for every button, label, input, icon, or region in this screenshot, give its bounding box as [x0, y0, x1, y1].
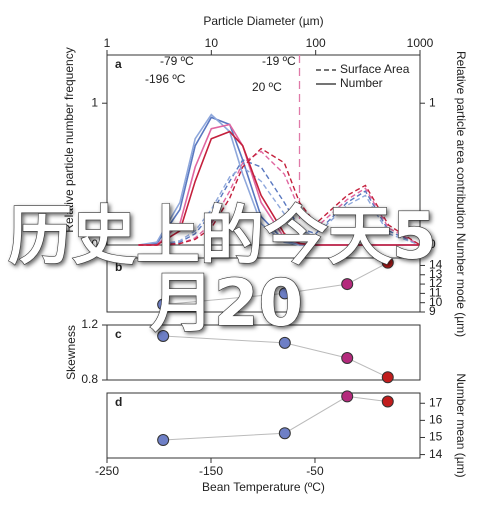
y-tick-label: 11	[429, 286, 442, 300]
legend-label: Number	[340, 76, 383, 90]
y-tick-label: 0.8	[81, 372, 98, 386]
series-label: -19 ºC	[262, 54, 296, 68]
trend-line	[163, 262, 389, 306]
x-tick-label: -150	[199, 464, 223, 478]
point	[381, 256, 394, 269]
y-axis-title: Number mean (µm)	[454, 373, 468, 477]
series-label: -79 ºC	[160, 54, 194, 68]
panel-frame	[106, 324, 421, 381]
surface-area-line	[138, 159, 421, 246]
y-tick-label: 16	[429, 413, 443, 427]
trend-line	[163, 335, 389, 378]
y-axis-title: Relative particle number frequency	[62, 47, 76, 232]
point	[157, 330, 170, 342]
point	[157, 298, 170, 311]
panel-label: a	[115, 57, 122, 71]
y-tick-label: 14	[429, 258, 443, 272]
surface-area-line	[138, 147, 421, 246]
number-line	[138, 130, 420, 246]
series-label: 20 ºC	[252, 80, 282, 94]
overlay-text: 历史上的今天5	[8, 200, 437, 274]
y-tick-label: 1.2	[81, 317, 98, 331]
y-tick-label: 15	[429, 430, 443, 444]
point	[278, 287, 291, 300]
y2-tick-label: 0	[429, 237, 436, 251]
point	[341, 390, 354, 403]
point	[381, 395, 394, 408]
point	[278, 336, 291, 349]
y-tick-label: 17	[429, 395, 443, 409]
y2-axis-title: Relative particle area contribution	[454, 51, 468, 229]
y-tick-label: 10	[429, 295, 443, 309]
point	[381, 371, 394, 384]
y-tick-label: 9	[429, 304, 436, 318]
panel-frame	[106, 257, 421, 313]
y2-tick-label: 1	[429, 95, 436, 109]
x-tick-label: 100	[306, 36, 326, 50]
x-axis-title: Bean Temperature (ºC)	[202, 480, 325, 494]
panel-label: b	[115, 260, 122, 274]
point	[341, 352, 354, 364]
series-label: -196 ºC	[145, 72, 186, 86]
axis-title: Particle Diameter (µm)	[203, 14, 323, 28]
y-tick-label: 13	[429, 267, 443, 281]
point	[278, 427, 291, 440]
surface-area-line	[138, 166, 421, 246]
panel-label: c	[115, 327, 122, 341]
y-tick-label: 0	[91, 237, 98, 251]
trend-line	[163, 395, 388, 441]
point	[341, 278, 354, 291]
panel-label: d	[115, 395, 122, 409]
y-axis-title: Skewness	[64, 325, 78, 380]
y-axis-title: Number mode (µm)	[454, 233, 468, 337]
y-tick-label: 12	[429, 276, 443, 290]
point	[157, 434, 170, 447]
surface-area-line	[138, 150, 421, 246]
legend-label: Surface Area	[340, 62, 410, 76]
overlay-text: 月20	[150, 267, 303, 341]
x-tick-label: -50	[306, 464, 324, 478]
y-tick-label: 14	[429, 447, 443, 461]
x-tick-label: 1	[104, 36, 111, 50]
y-tick-label: 1	[91, 95, 98, 109]
x-tick-label: 1000	[407, 36, 434, 50]
x-tick-label: 10	[205, 36, 219, 50]
x-tick-label: -250	[95, 464, 119, 478]
panel-frame	[106, 54, 421, 246]
panel-frame	[106, 392, 421, 459]
